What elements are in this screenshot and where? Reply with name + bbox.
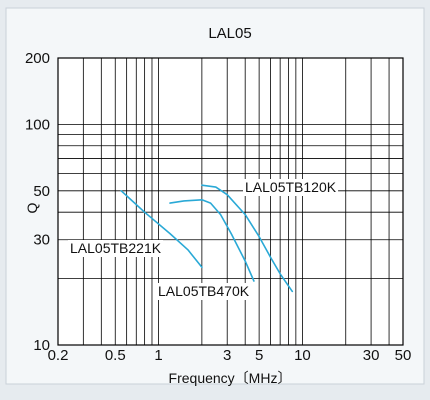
series-label: LAL05TB120K [245,179,337,195]
y-tick-label: 100 [25,116,50,133]
plot-area [58,58,403,345]
y-tick-label: 10 [33,337,50,354]
x-tick-label: 3 [223,347,231,364]
x-tick-label: 50 [395,347,412,364]
x-tick-label: 1 [154,347,162,364]
y-tick-label: 30 [33,232,50,249]
series-labels: LAL05TB120K LAL05TB470K LAL05TB221K [68,179,339,300]
x-tick-label: 30 [363,347,380,364]
x-axis-label: Frequency〔MHz〕 [169,370,292,386]
series-line [120,190,203,269]
series-label-bg [243,179,339,196]
chart-title: LAL05 [208,25,251,42]
series-label-bg [68,240,164,257]
series-label-bg [156,283,252,300]
plot-frame [57,57,404,346]
y-axis-label: Q [24,202,40,213]
grid [58,58,403,345]
x-tick-label: 10 [294,347,311,364]
series-label: LAL05TB221K [70,240,162,256]
series-group [120,184,294,293]
y-tick-label: 50 [33,183,50,200]
x-tick-label: 0.5 [105,347,126,364]
series-line [169,199,255,282]
x-tick-label: 5 [255,347,263,364]
series-label: LAL05TB470K [158,283,250,299]
series-line [201,184,294,293]
y-tick-label: 200 [25,50,50,67]
tick-labels: 0.2 0.5 1 3 5 10 30 50 10 30 50 100 200 [25,50,411,364]
x-tick-label: 0.2 [48,347,69,364]
